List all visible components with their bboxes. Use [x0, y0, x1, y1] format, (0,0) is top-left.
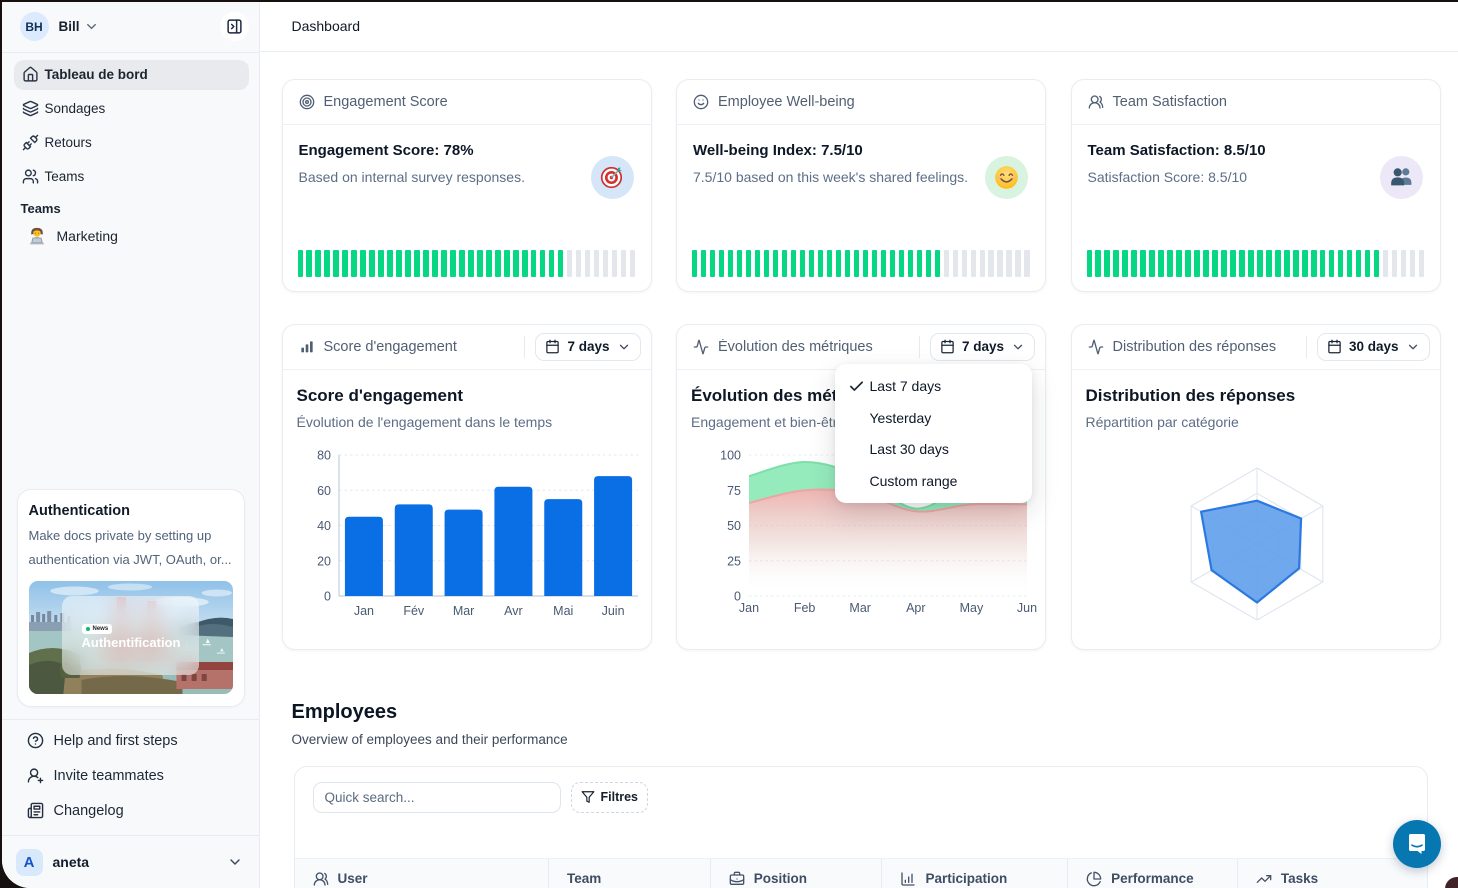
svg-text:0: 0	[324, 589, 331, 603]
svg-text:May: May	[960, 601, 984, 615]
svg-text:40: 40	[317, 519, 331, 533]
svg-text:Mar: Mar	[849, 601, 871, 615]
svg-text:20: 20	[317, 554, 331, 568]
svg-text:Jun: Jun	[1017, 601, 1037, 615]
svg-text:75: 75	[727, 483, 741, 497]
svg-text:Feb: Feb	[794, 601, 816, 615]
svg-text:Juin: Juin	[601, 604, 624, 618]
svg-text:Mar: Mar	[452, 604, 474, 618]
svg-text:Fév: Fév	[403, 604, 425, 618]
svg-text:25: 25	[727, 554, 741, 568]
svg-text:Jan: Jan	[353, 604, 373, 618]
svg-text:50: 50	[727, 519, 741, 533]
svg-text:Mai: Mai	[553, 604, 573, 618]
svg-text:Apr: Apr	[906, 601, 925, 615]
svg-text:80: 80	[317, 448, 331, 462]
svg-text:Jan: Jan	[739, 601, 759, 615]
svg-text:100: 100	[720, 448, 741, 462]
svg-text:60: 60	[317, 483, 331, 497]
svg-text:Avr: Avr	[504, 604, 523, 618]
svg-text:0: 0	[734, 589, 741, 603]
